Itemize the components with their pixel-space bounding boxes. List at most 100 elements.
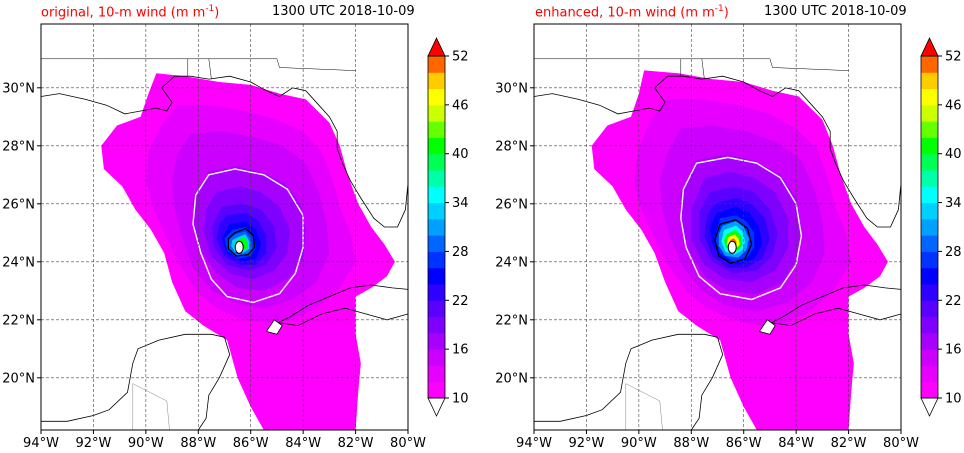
left-lat-tick-label: 20°N bbox=[2, 371, 35, 386]
left-colorbar-tick-label: 34 bbox=[452, 196, 469, 211]
right-colorbar-tick-label: 16 bbox=[945, 343, 962, 358]
right-us-coastline bbox=[534, 24, 901, 228]
left-colorbar-segment bbox=[428, 218, 445, 236]
left-colorbar-segment bbox=[428, 365, 445, 383]
right-colorbar-segment bbox=[921, 300, 938, 318]
left-cuba-coastline bbox=[276, 284, 408, 327]
right-lat-tick-label: 28°N bbox=[495, 139, 528, 154]
left-colorbar-tick-label: 52 bbox=[452, 50, 469, 65]
left-colorbar-segment bbox=[428, 170, 445, 187]
left-isla-juventud bbox=[265, 319, 283, 335]
right-colorbar-tick-label: 40 bbox=[945, 147, 962, 162]
left-white-contour bbox=[192, 168, 304, 304]
left-colorbar-segment bbox=[428, 235, 445, 252]
right-lat-tick-label: 22°N bbox=[495, 313, 528, 328]
right-colorbar-segment bbox=[921, 153, 938, 171]
left-colorbar-tick-label: 28 bbox=[452, 245, 469, 260]
left-colorbar-tick-label: 10 bbox=[452, 392, 469, 407]
left-lon-tick-label: 86°W bbox=[233, 436, 269, 451]
right-colorbar-segment bbox=[921, 267, 938, 285]
right-lat-tick-label: 24°N bbox=[495, 255, 528, 270]
left-colorbar-segment bbox=[428, 121, 445, 138]
left-colorbar-segment bbox=[428, 137, 445, 155]
left-colorbar-tick-label: 40 bbox=[452, 147, 469, 162]
right-colorbar-segment bbox=[921, 88, 938, 106]
right-lon-tick-label: 84°W bbox=[778, 436, 814, 451]
left-lon-tick-label: 80°W bbox=[390, 436, 426, 451]
right-colorbar-segment bbox=[921, 72, 938, 90]
right-colorbar-segment bbox=[921, 170, 938, 187]
left-lat-tick-label: 22°N bbox=[2, 313, 35, 328]
left-mexico-state-borders bbox=[132, 383, 170, 430]
right-colorbar-segment bbox=[921, 104, 938, 122]
right-colorbar-segment bbox=[921, 349, 938, 366]
left-colorbar-tick-label: 16 bbox=[452, 343, 469, 358]
right-colorbar-segment bbox=[921, 332, 938, 350]
right-lon-tick-label: 80°W bbox=[883, 436, 919, 451]
right-colorbar-over-arrow bbox=[920, 37, 939, 57]
left-colorbar-segment bbox=[428, 72, 445, 90]
right-panel-title-sup: -1 bbox=[714, 4, 724, 14]
right-black-contour bbox=[714, 219, 753, 265]
right-map-area bbox=[534, 24, 901, 430]
right-white-contour bbox=[680, 156, 803, 301]
right-storm-eye bbox=[727, 240, 737, 254]
right-colorbar-segment bbox=[921, 381, 938, 399]
right-colorbar-segment bbox=[921, 202, 938, 220]
right-colorbar-segment bbox=[921, 235, 938, 252]
right-colorbar-segment bbox=[921, 365, 938, 383]
left-panel-time: 1300 UTC 2018-10-09 bbox=[272, 4, 415, 19]
left-colorbar-segment bbox=[428, 332, 445, 350]
left-colorbar-segment bbox=[428, 381, 445, 399]
left-colorbar-segment bbox=[428, 316, 445, 334]
left-colorbar-segment bbox=[428, 56, 445, 73]
left-storm-eye bbox=[234, 240, 244, 254]
right-colorbar-segment bbox=[921, 251, 938, 269]
left-panel-title-text: original, 10-m wind (m m bbox=[41, 5, 206, 21]
right-cuba-coastline bbox=[769, 284, 901, 327]
right-lon-tick-label: 82°W bbox=[831, 436, 867, 451]
left-al-fl-border bbox=[208, 58, 212, 80]
left-map-frame bbox=[40, 23, 409, 431]
left-colorbar-frame bbox=[427, 55, 446, 399]
right-lat-tick-label: 26°N bbox=[495, 197, 528, 212]
left-colorbar-segment bbox=[428, 153, 445, 171]
right-colorbar-segment bbox=[921, 121, 938, 138]
right-colorbar-under-arrow bbox=[920, 397, 939, 417]
right-colorbar-tick-label: 52 bbox=[945, 50, 962, 65]
left-lat-tick-label: 26°N bbox=[2, 197, 35, 212]
right-lon-tick-label: 94°W bbox=[516, 436, 552, 451]
right-lon-tick-label: 86°W bbox=[726, 436, 762, 451]
right-colorbar-segment bbox=[921, 137, 938, 155]
right-colorbar-tick-label: 28 bbox=[945, 245, 962, 260]
left-map-area bbox=[41, 24, 408, 430]
left-colorbar-tick-label: 46 bbox=[452, 98, 469, 113]
right-al-fl-border bbox=[701, 58, 705, 80]
right-colorbar-tick-label: 22 bbox=[945, 294, 962, 309]
left-lat-tick-label: 24°N bbox=[2, 255, 35, 270]
right-panel-title-text: enhanced, 10-m wind (m m bbox=[535, 5, 715, 21]
right-colorbar-segment bbox=[921, 186, 938, 204]
right-yucatan-coastline bbox=[534, 333, 724, 430]
right-lat-tick-label: 20°N bbox=[495, 371, 528, 386]
left-colorbar-segment bbox=[428, 104, 445, 122]
left-panel-title-end: ) bbox=[214, 5, 220, 21]
left-panel-title: original, 10-m wind (m m-1) bbox=[41, 4, 219, 20]
right-lat-tick-label: 30°N bbox=[495, 81, 528, 96]
left-colorbar-segment bbox=[428, 284, 445, 301]
left-colorbar-segment bbox=[428, 300, 445, 318]
right-colorbar-segment bbox=[921, 284, 938, 301]
right-colorbar-segment bbox=[921, 316, 938, 334]
right-colorbar-segment bbox=[921, 218, 938, 236]
right-panel-title-end: ) bbox=[723, 5, 729, 21]
right-panel-time: 1300 UTC 2018-10-09 bbox=[764, 4, 907, 19]
left-colorbar-segment bbox=[428, 202, 445, 220]
left-colorbar-tick-label: 22 bbox=[452, 294, 469, 309]
left-colorbar-segment bbox=[428, 251, 445, 269]
left-us-coastline bbox=[41, 24, 408, 228]
right-colorbar-tick-label: 10 bbox=[945, 392, 962, 407]
right-lon-tick-label: 90°W bbox=[621, 436, 657, 451]
left-colorbar-segment bbox=[428, 349, 445, 366]
left-colorbar-over-arrow bbox=[427, 37, 446, 57]
left-lon-tick-label: 92°W bbox=[75, 436, 111, 451]
